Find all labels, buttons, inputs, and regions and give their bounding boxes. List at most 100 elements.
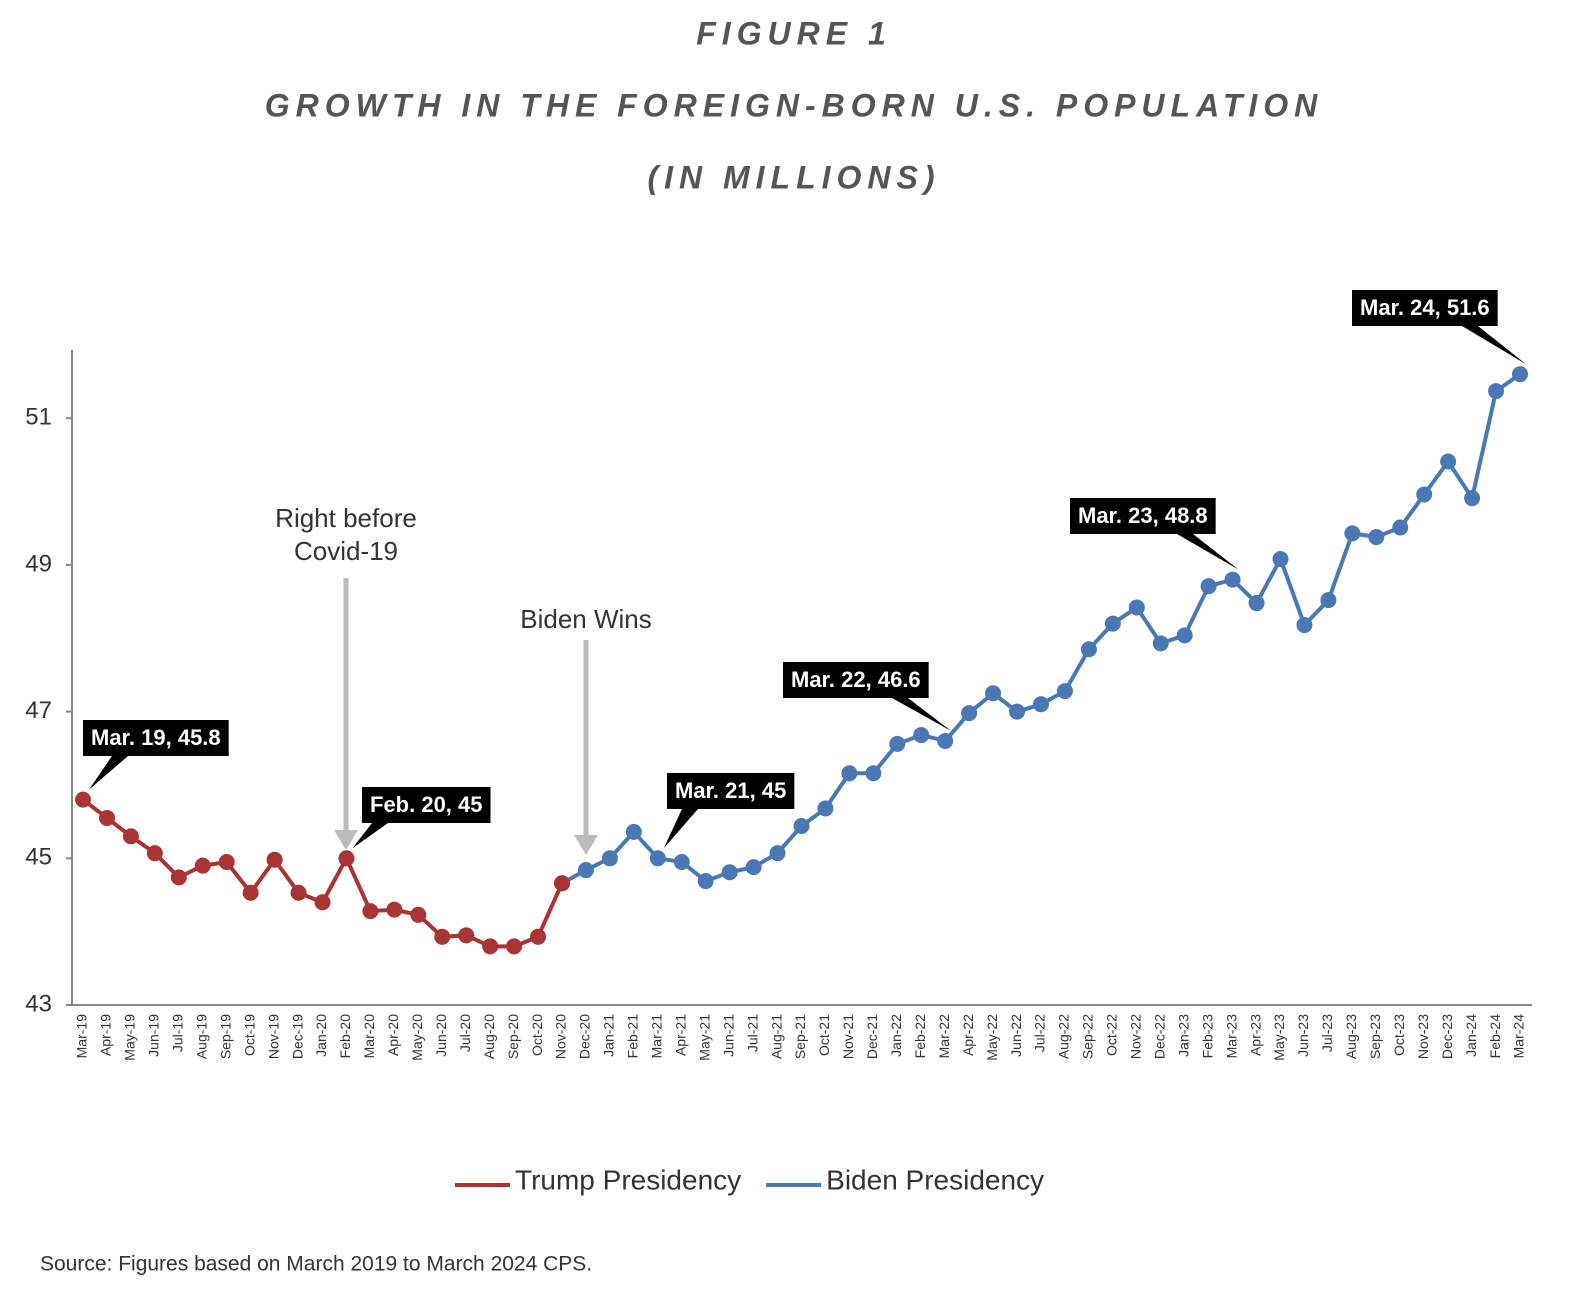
x-tick-label: Jan-20 [313, 1014, 329, 1057]
x-tick-label: Jan-24 [1463, 1014, 1479, 1057]
x-tick-label: Jun-21 [720, 1014, 736, 1057]
marker [625, 823, 642, 840]
callout-box [83, 720, 229, 756]
callout-pointer [89, 756, 128, 790]
x-tick-label: Jan-23 [1175, 1014, 1191, 1057]
marker [577, 862, 594, 879]
x-tick-label: Jan-22 [888, 1014, 904, 1057]
x-tick-label: Mar-22 [936, 1014, 952, 1059]
callout-label: Mar. 22, 46.6 [791, 667, 921, 692]
x-tick-label: Jul-20 [457, 1014, 473, 1052]
x-tick-label: Aug-20 [481, 1014, 497, 1059]
marker [1512, 366, 1528, 383]
x-tick-label: Mar-23 [1223, 1014, 1239, 1059]
x-tick-label: May-22 [984, 1014, 1000, 1061]
x-tick-label: Mar-20 [361, 1014, 377, 1059]
x-tick-label: Dec-23 [1439, 1014, 1455, 1059]
x-tick-label: Jan-21 [601, 1014, 617, 1057]
x-tick-label: Dec-22 [1151, 1014, 1167, 1059]
x-tick-label: Sep-19 [217, 1014, 233, 1059]
x-tick-label: Jun-23 [1295, 1014, 1311, 1057]
x-tick-label: Aug-23 [1343, 1014, 1359, 1059]
x-tick-label: Feb-20 [337, 1014, 353, 1059]
marker [1320, 592, 1337, 609]
marker [865, 765, 882, 782]
callout-pointer [892, 698, 952, 731]
marker [1488, 383, 1505, 400]
marker [410, 906, 427, 923]
y-tick-label: 47 [25, 697, 52, 724]
marker [506, 938, 523, 955]
x-tick-label: Jul-23 [1319, 1014, 1335, 1052]
marker [745, 859, 762, 876]
marker [649, 850, 666, 867]
x-tick-label: Nov-19 [265, 1014, 281, 1059]
marker [242, 884, 259, 901]
marker [1224, 571, 1241, 588]
marker [1009, 703, 1026, 720]
chart-subtitle: (IN MILLIONS) [647, 159, 940, 195]
marker [769, 845, 786, 862]
chart-subtitle: GROWTH IN THE FOREIGN-BORN U.S. POPULATI… [265, 87, 1324, 123]
marker [290, 884, 307, 901]
marker [170, 869, 187, 886]
marker [1464, 490, 1481, 507]
marker [721, 864, 738, 881]
marker [817, 800, 834, 817]
callout-pointer [352, 823, 388, 849]
callout-box [1070, 498, 1216, 534]
marker [98, 809, 115, 826]
marker [1440, 453, 1457, 470]
marker [1104, 615, 1121, 632]
marker [601, 850, 618, 867]
marker [554, 875, 570, 892]
x-tick-label: May-23 [1271, 1014, 1287, 1061]
marker [1080, 641, 1097, 658]
callout-label: Mar. 23, 48.8 [1078, 503, 1208, 528]
y-tick-label: 49 [25, 550, 52, 577]
marker [1176, 627, 1193, 644]
marker [386, 901, 403, 918]
x-tick-label: Apr-22 [960, 1014, 976, 1056]
x-tick-label: Feb-21 [625, 1014, 641, 1059]
x-tick-label: Jul-19 [170, 1014, 186, 1052]
x-tick-label: Feb-23 [1199, 1014, 1215, 1059]
marker [75, 791, 91, 808]
chart-title: FIGURE 1 [696, 15, 892, 51]
x-tick-label: Oct-23 [1391, 1014, 1407, 1056]
x-tick-label: Sep-21 [792, 1014, 808, 1059]
arrow-head [334, 830, 358, 850]
marker [1344, 525, 1361, 542]
y-tick-label: 43 [25, 990, 52, 1017]
marker [266, 851, 283, 868]
x-tick-label: Aug-19 [193, 1014, 209, 1059]
x-tick-label: Oct-20 [529, 1014, 545, 1056]
x-tick-label: May-21 [696, 1014, 712, 1061]
x-tick-label: Oct-22 [1104, 1014, 1120, 1056]
x-tick-label: Oct-21 [816, 1014, 832, 1056]
marker [146, 845, 163, 862]
annotation: Right before Covid-19 [275, 503, 417, 566]
callout-label: Mar. 21, 45 [675, 778, 786, 803]
x-tick-label: Mar-24 [1511, 1014, 1527, 1059]
marker [1416, 486, 1433, 503]
x-tick-label: May-19 [122, 1014, 138, 1061]
callout-box [667, 773, 795, 809]
callout-box [1352, 290, 1498, 326]
x-tick-label: Aug-21 [768, 1014, 784, 1059]
marker [937, 732, 954, 749]
callout-label: Feb. 20, 45 [370, 792, 483, 817]
callout-pointer [663, 809, 698, 849]
callout-pointer [1177, 534, 1239, 570]
marker [673, 853, 690, 870]
source-note: Source: Figures based on March 2019 to M… [40, 1253, 592, 1276]
x-tick-label: Jul-22 [1032, 1014, 1048, 1052]
x-tick-label: Jun-20 [433, 1014, 449, 1057]
marker [194, 857, 211, 874]
marker [218, 853, 235, 870]
x-tick-label: Feb-24 [1487, 1014, 1503, 1059]
x-tick-label: Nov-21 [840, 1014, 856, 1059]
callout-box [362, 787, 491, 823]
x-tick-label: Dec-21 [864, 1014, 880, 1059]
